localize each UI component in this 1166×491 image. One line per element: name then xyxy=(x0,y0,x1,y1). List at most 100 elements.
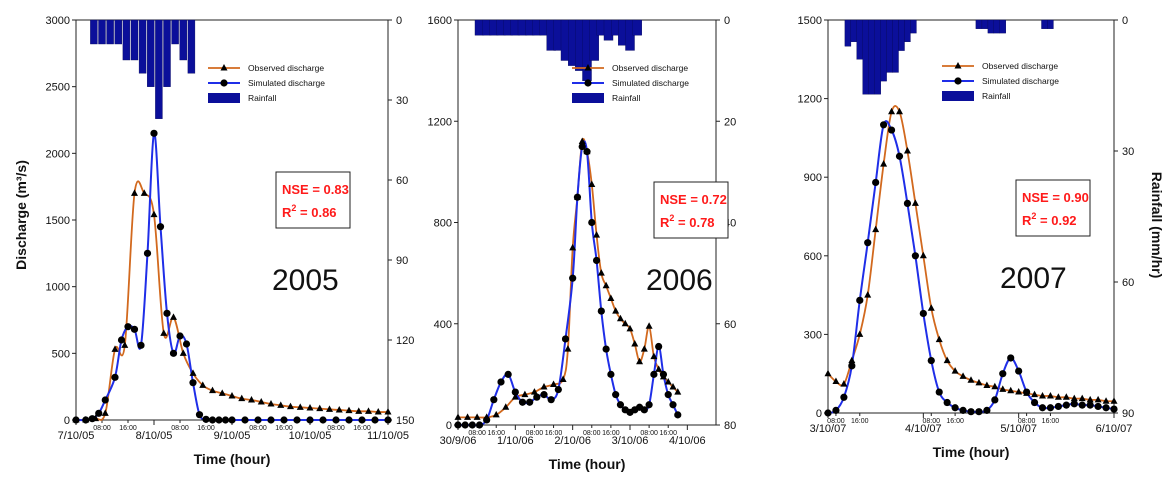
observed-point xyxy=(655,365,663,372)
simulated-point xyxy=(848,362,856,370)
simulated-point xyxy=(475,421,484,429)
observed-point xyxy=(903,147,911,154)
y-tick-label: 2500 xyxy=(46,82,70,94)
observed-point xyxy=(345,406,353,414)
simulated-point xyxy=(872,178,880,187)
simulated-point xyxy=(101,396,109,404)
x-tick-label-hour: 08:00 xyxy=(583,430,601,437)
x-tick-label-hour: 08:00 xyxy=(1018,418,1036,425)
r2-prefix: R xyxy=(1022,213,1032,228)
rainfall-bar xyxy=(874,19,881,95)
observed-point xyxy=(121,341,129,348)
simulated-point xyxy=(195,411,204,419)
observed-point xyxy=(636,357,644,365)
simulated-point xyxy=(645,401,653,409)
rain-tick-label: 150 xyxy=(396,415,414,427)
observed-point xyxy=(511,393,519,400)
observed-point xyxy=(209,386,216,394)
observed-point xyxy=(559,375,567,382)
observed-point xyxy=(1046,391,1054,399)
simulated-point xyxy=(117,336,126,344)
rainfall-bar xyxy=(1041,19,1048,29)
observed-point xyxy=(943,356,951,364)
rainfall-bar xyxy=(179,19,188,61)
x-tick-label-date: 3/10/07 xyxy=(810,423,847,435)
simulated-point xyxy=(371,416,379,424)
observed-point xyxy=(588,180,596,188)
stats-box-frame xyxy=(275,171,351,229)
r2-value: R2 = 0.92 xyxy=(1022,211,1077,228)
legend-rainfall-swatch xyxy=(572,93,604,103)
observed-point xyxy=(669,383,677,390)
x-tick-label-hour: 16:00 xyxy=(946,418,964,425)
x-tick-label-date: 1/10/06 xyxy=(497,435,534,447)
simulated-point xyxy=(951,404,959,412)
observed-point xyxy=(530,388,538,395)
observed-point xyxy=(935,335,943,343)
rainfall-bar xyxy=(90,19,98,45)
simulated-point xyxy=(887,126,896,134)
simulated-point xyxy=(895,152,904,160)
simulated-point xyxy=(1062,401,1070,409)
rainfall-bar xyxy=(163,19,171,87)
observed-point xyxy=(326,405,333,412)
observed-point xyxy=(1007,386,1015,394)
rainfall-bar xyxy=(106,19,114,45)
legend: Observed discharge Simulated discharge Rai… xyxy=(208,63,325,103)
stats-box: NSE = 0.72 R2 = 0.78 xyxy=(653,181,729,239)
rain-tick-label: 20 xyxy=(724,116,736,128)
observed-point xyxy=(888,107,896,115)
rainfall-bar xyxy=(880,19,887,82)
simulated-point xyxy=(840,393,848,401)
rain-tick-label: 120 xyxy=(396,335,414,347)
legend-rainfall-label: Rainfall xyxy=(612,93,640,103)
simulated-point xyxy=(483,416,491,424)
observed-point xyxy=(1031,390,1039,398)
rain-tick-label: 0 xyxy=(396,15,402,27)
y-tick-label: 0 xyxy=(816,408,822,420)
observed-discharge-line xyxy=(457,137,679,419)
r2-value: R2 = 0.86 xyxy=(282,203,337,220)
legend: Observed discharge Simulated discharge Rai… xyxy=(572,63,689,103)
r2-number: = 0.86 xyxy=(296,205,336,220)
r2-superscript: 2 xyxy=(291,203,296,213)
rain-tick-label: 60 xyxy=(1122,277,1134,289)
observed-point xyxy=(1086,395,1094,403)
simulated-point xyxy=(554,385,562,394)
observed-point xyxy=(1054,393,1062,400)
simulated-point xyxy=(975,408,983,416)
simulated-point xyxy=(1007,354,1015,362)
observed-point xyxy=(473,413,481,420)
simulated-point xyxy=(72,416,80,424)
simulated-point xyxy=(504,370,512,378)
x-tick-label-hour: 16:00 xyxy=(119,425,137,432)
y-tick-label: 600 xyxy=(804,251,822,263)
rainfall-bar xyxy=(187,19,196,74)
simulated-point xyxy=(143,249,152,257)
y-tick-label: 300 xyxy=(804,329,822,341)
y-tick-label: 400 xyxy=(434,319,452,331)
simulated-point xyxy=(911,252,919,260)
x-tick-label-hour: 08:00 xyxy=(249,425,267,432)
rainfall-bar xyxy=(910,19,917,34)
legend-observed-marker xyxy=(954,62,962,69)
simulated-point xyxy=(1054,402,1062,411)
observed-point xyxy=(983,381,991,388)
observed-point xyxy=(1039,391,1046,399)
rainfall-bar xyxy=(147,19,155,87)
simulated-point xyxy=(640,406,648,414)
simulated-point xyxy=(664,391,672,399)
observed-point xyxy=(975,378,983,386)
x-tick-label-date: 4/10/07 xyxy=(905,423,942,435)
rainfall-bar xyxy=(862,19,869,95)
rainfall-bar xyxy=(130,19,139,61)
simulated-point xyxy=(588,218,596,227)
observed-point xyxy=(257,398,265,405)
observed-point xyxy=(492,410,500,418)
rainfall-bar xyxy=(171,19,179,45)
x-axis-title: Time (hour) xyxy=(549,456,626,472)
simulated-point xyxy=(607,370,615,378)
observed-point xyxy=(616,314,624,322)
stats-box-frame xyxy=(653,181,729,239)
